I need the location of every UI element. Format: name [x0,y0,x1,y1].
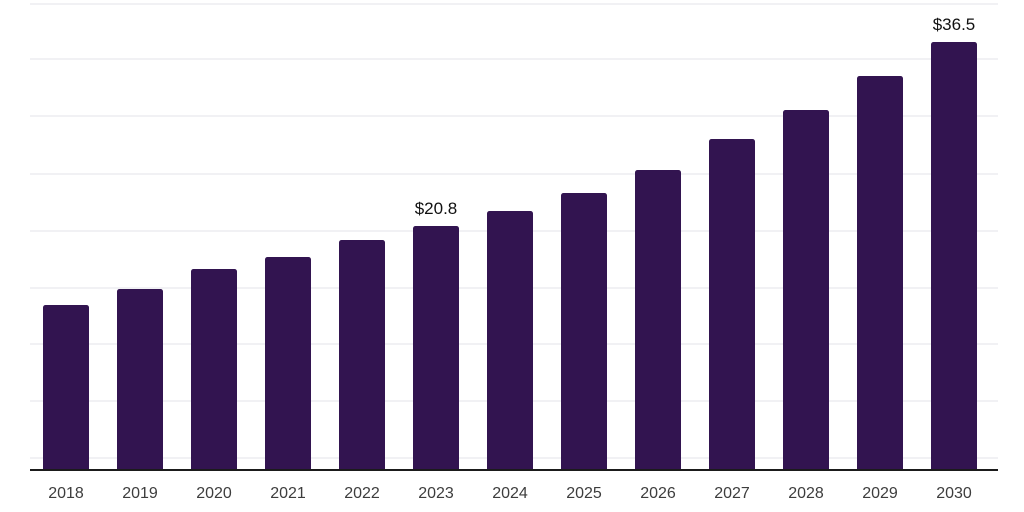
x-tick-label-2024: 2024 [492,485,528,502]
gridline [30,173,998,175]
x-tick-label-2019: 2019 [122,485,158,502]
bar-2024 [487,211,533,470]
bar-2021 [265,257,311,470]
x-tick-label-2028: 2028 [788,485,824,502]
x-tick-label-2026: 2026 [640,485,676,502]
bar-2027 [709,139,755,470]
data-label-2023: $20.8 [414,199,458,218]
x-tick-label-2018: 2018 [48,485,84,502]
bar-2019 [117,289,163,470]
data-label-2030: $36.5 [932,15,976,34]
x-tick-label-2020: 2020 [196,485,232,502]
x-axis-line [30,469,998,471]
bar-2026 [635,170,681,470]
x-tick-label-2023: 2023 [418,485,454,502]
bar-2029 [857,76,903,470]
bar-2030 [931,42,977,470]
gridline [30,3,998,5]
gridline [30,115,998,117]
x-tick-label-2025: 2025 [566,485,602,502]
x-tick-label-2022: 2022 [344,485,380,502]
plot-area: $20.8 $36.5 [30,0,998,471]
bar-2018 [43,305,89,470]
x-tick-label-2030: 2030 [936,485,972,502]
x-tick-label-2027: 2027 [714,485,750,502]
bar-2023 [413,226,459,470]
x-tick-label-2029: 2029 [862,485,898,502]
bar-2025 [561,193,607,470]
bar-2022 [339,240,385,470]
bar-2028 [783,110,829,470]
bar-2020 [191,269,237,470]
gridline [30,58,998,60]
x-tick-label-2021: 2021 [270,485,306,502]
